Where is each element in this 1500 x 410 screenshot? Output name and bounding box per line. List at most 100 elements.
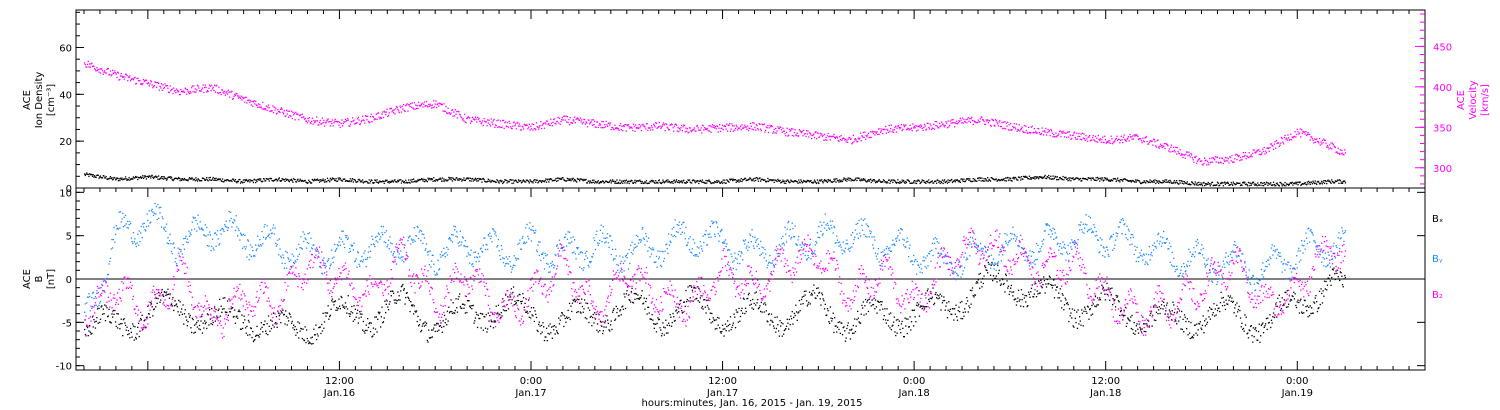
- data-point: [1146, 180, 1148, 182]
- data-point: [651, 314, 653, 316]
- data-point: [961, 179, 964, 181]
- data-point: [543, 326, 545, 328]
- data-point: [424, 105, 426, 107]
- data-point: [93, 319, 95, 321]
- data-point: [673, 316, 675, 318]
- data-point: [653, 181, 655, 184]
- data-point: [664, 130, 666, 132]
- data-point: [86, 173, 89, 175]
- data-point: [1015, 123, 1018, 125]
- data-point: [975, 282, 977, 284]
- data-point: [974, 294, 977, 296]
- data-point: [560, 177, 562, 180]
- data-point: [170, 176, 173, 178]
- data-point: [902, 128, 904, 130]
- data-point: [1264, 153, 1266, 155]
- data-point: [585, 178, 587, 181]
- data-point: [717, 131, 719, 133]
- data-point: [1163, 180, 1165, 182]
- data-point: [933, 128, 936, 130]
- data-point: [685, 289, 687, 292]
- data-point: [747, 129, 750, 132]
- data-point: [139, 330, 141, 332]
- data-point: [445, 318, 447, 320]
- data-point: [1208, 183, 1210, 185]
- data-point: [1122, 314, 1125, 316]
- data-point: [156, 176, 158, 178]
- data-point: [944, 124, 946, 126]
- data-point: [1035, 177, 1038, 179]
- data-point: [1344, 152, 1347, 154]
- data-point: [653, 180, 655, 182]
- data-point: [374, 118, 376, 120]
- data-point: [538, 323, 540, 326]
- data-point: [92, 174, 94, 176]
- data-point: [547, 178, 549, 180]
- data-point: [336, 121, 339, 123]
- data-point: [270, 110, 272, 113]
- data-point: [551, 180, 553, 182]
- data-point: [867, 310, 870, 313]
- data-point: [815, 297, 817, 300]
- data-point: [1046, 131, 1048, 134]
- data-point: [982, 119, 984, 121]
- data-point: [187, 90, 189, 92]
- data-point: [1342, 154, 1344, 156]
- data-point: [549, 323, 551, 325]
- data-point: [1341, 181, 1343, 183]
- data-point: [563, 315, 566, 317]
- data-point: [770, 179, 772, 181]
- data-point: [602, 330, 604, 332]
- data-point: [237, 317, 239, 319]
- data-point: [290, 110, 293, 112]
- data-point: [975, 121, 977, 124]
- data-point: [382, 180, 384, 182]
- data-point: [212, 176, 214, 179]
- data-point: [548, 325, 550, 327]
- data-point: [1107, 287, 1109, 289]
- data-point: [583, 178, 585, 180]
- data-point: [370, 322, 372, 324]
- data-point: [1344, 149, 1346, 151]
- data-point: [255, 334, 257, 336]
- data-point: [688, 285, 691, 287]
- data-point: [816, 138, 818, 140]
- data-point: [571, 178, 574, 181]
- data-point: [621, 306, 623, 308]
- data-point: [676, 181, 678, 183]
- data-point: [933, 302, 936, 304]
- data-point: [228, 298, 230, 300]
- data-point: [1295, 181, 1297, 183]
- data-point: [480, 327, 482, 329]
- data-point: [262, 331, 264, 333]
- data-point: [979, 272, 982, 275]
- data-point: [148, 175, 150, 177]
- data-point: [735, 124, 737, 126]
- data-point: [998, 179, 1000, 181]
- data-point: [1005, 177, 1007, 179]
- data-point: [1311, 181, 1313, 183]
- data-point: [306, 181, 308, 184]
- data-point: [941, 295, 943, 297]
- data-point: [221, 311, 223, 313]
- data-point: [768, 313, 770, 315]
- data-point: [1133, 134, 1135, 136]
- data-point: [927, 288, 929, 290]
- data-point: [1019, 298, 1021, 301]
- data-point: [660, 126, 663, 128]
- data-point: [265, 330, 267, 332]
- data-point: [388, 303, 390, 305]
- data-point: [720, 332, 722, 334]
- data-point: [820, 304, 822, 306]
- data-point: [661, 181, 663, 183]
- data-point: [558, 178, 561, 180]
- data-point: [982, 119, 984, 121]
- data-point: [1067, 180, 1069, 182]
- data-point: [959, 181, 961, 183]
- data-point: [239, 182, 242, 184]
- data-point: [1244, 154, 1246, 156]
- data-point: [293, 112, 296, 114]
- data-point: [1012, 295, 1014, 297]
- data-point: [539, 180, 541, 182]
- data-point: [530, 181, 533, 183]
